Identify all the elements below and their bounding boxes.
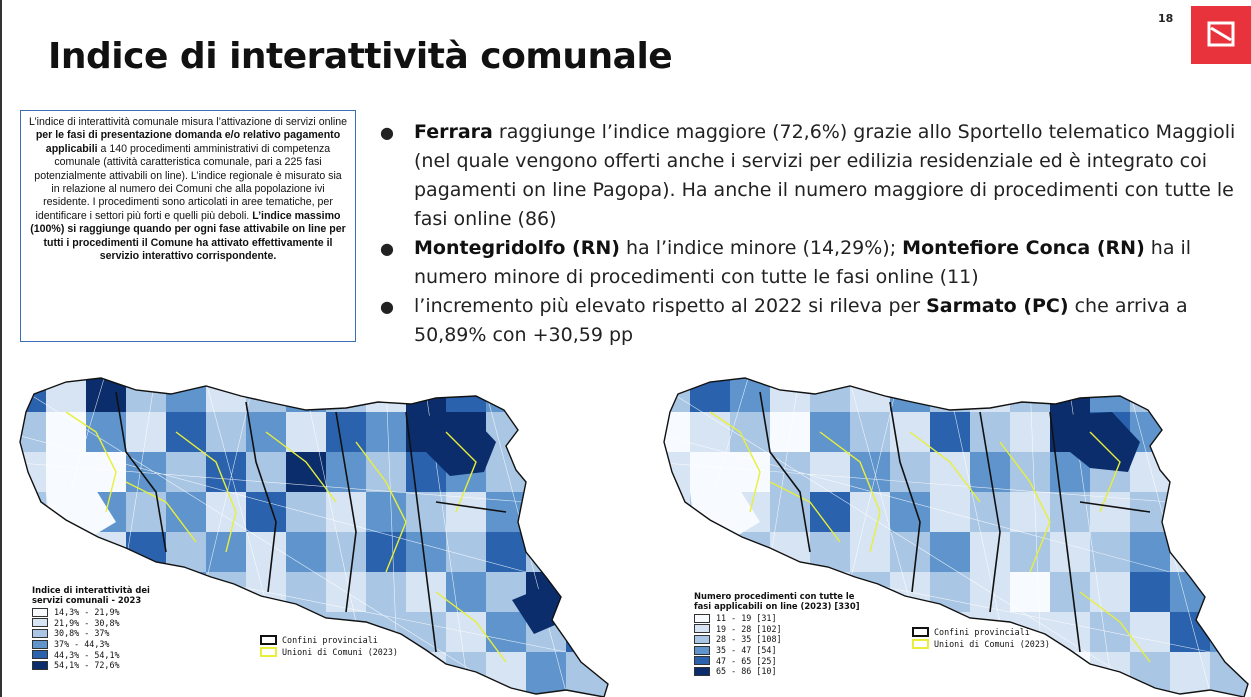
- legend-class: 14,3% - 21,9%: [32, 607, 150, 618]
- slide-edge: [0, 0, 2, 697]
- legend-title: Numero procedimenti con tutte le fasi ap…: [694, 591, 860, 611]
- definition-bold-2: L’indice massimo (100%) si raggiunge qua…: [30, 209, 346, 263]
- border-legend-left: Confini provinciali Unioni di Comuni (20…: [260, 634, 398, 658]
- region-map-right: [663, 377, 1249, 697]
- definition-text-1: L’indice di interattività comunale misur…: [29, 116, 347, 128]
- bullet-ferrara: ● Ferrara raggiunge l’indice maggiore (72…: [380, 121, 1236, 230]
- legend-class: 28 - 35 [108]: [694, 634, 860, 645]
- legend-class: 19 - 28 [102]: [694, 624, 860, 635]
- page-title: Indice di interattività comunale: [48, 36, 673, 77]
- definition-bold-1: per le fasi di presentazione domanda e/o…: [35, 129, 341, 155]
- region-map-left: [19, 377, 609, 697]
- legend-interactivity-index: Indice di interattività dei servizi comu…: [32, 585, 150, 671]
- definition-box: L’indice di interattività comunale misur…: [20, 110, 356, 342]
- bullet-sarmato: ● l’incremento più elevato rispetto al 20…: [380, 295, 1188, 346]
- legend-class: 21,9% - 30,8%: [32, 618, 150, 629]
- interactivity-index-map: [6, 372, 611, 697]
- legend-class: 44,3% - 54,1%: [32, 649, 150, 660]
- legend-class: 47 - 65 [25]: [694, 655, 860, 666]
- region-logo-icon: [1191, 6, 1251, 64]
- legend-class: 35 - 47 [54]: [694, 645, 860, 656]
- bullet-montegridolfo: ● Montegridolfo (RN) ha l’indice minore (…: [380, 237, 1192, 288]
- legend-class: 30,8% - 37%: [32, 628, 150, 639]
- legend-class: 11 - 19 [31]: [694, 613, 860, 624]
- legend-class: 65 - 86 [10]: [694, 666, 860, 677]
- legend-online-procedures: Numero procedimenti con tutte le fasi ap…: [694, 591, 860, 677]
- legend-class: 54,1% - 72,6%: [32, 660, 150, 671]
- legend-class: 37% - 44,3%: [32, 639, 150, 650]
- online-procedures-map: [650, 372, 1250, 697]
- key-findings-list: ● Ferrara raggiunge l’indice maggiore (72…: [380, 118, 1240, 350]
- slide-number: 18: [1158, 12, 1174, 25]
- legend-title: Indice di interattività dei servizi comu…: [32, 585, 150, 605]
- definition-text-2: a 140 procedimenti amministrativi di com…: [34, 142, 342, 222]
- border-legend-right: Confini provinciali Unioni di Comuni (20…: [912, 626, 1050, 650]
